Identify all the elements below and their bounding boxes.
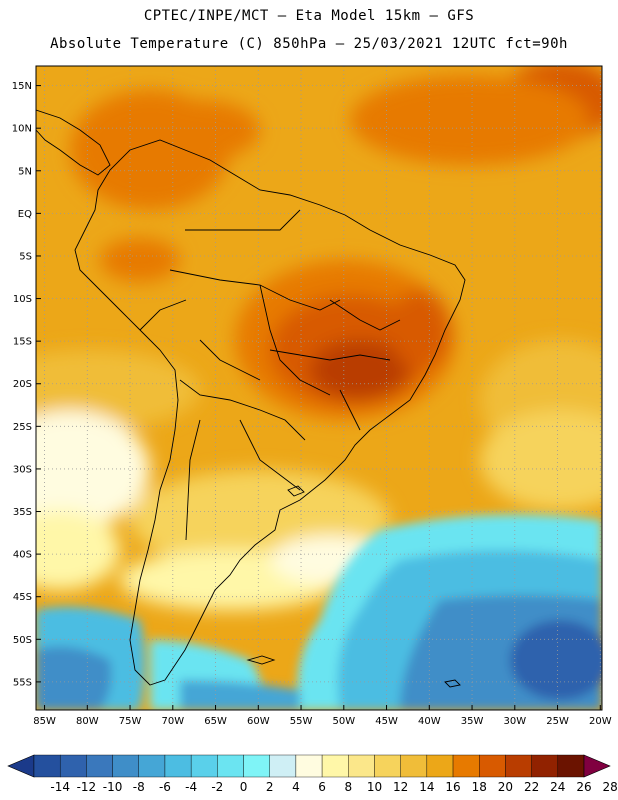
colorbar-swatch [426,754,454,778]
map-title-line-2: Absolute Temperature (C) 850hPa – 25/03/… [50,36,568,52]
lat-label: 5S [19,251,32,262]
colorbar-label: 24 [550,780,565,794]
colorbar-label: 18 [472,780,487,794]
coastlines [36,109,466,688]
colorbar-swatch [243,754,270,778]
colorbar-label: 2 [266,780,274,794]
colorbar-label: 16 [445,780,460,794]
lat-label: EQ [18,209,32,220]
colorbar-swatch [452,754,480,778]
colorbar-label: -6 [159,780,171,794]
temperature-field [36,66,602,710]
lat-label: 20S [13,379,32,390]
latitude-labels: 15N 10N 5N EQ 5S 10S 15S 20S 25S 30S 35S 40S 45S 50S 5… [12,81,41,688]
colorbar-swatch [374,754,401,778]
colorbar-label: 12 [393,780,408,794]
colorbar-swatch [164,754,192,778]
lon-label: 25W [546,716,569,727]
lon-label: 20W [589,716,612,727]
colorbar-label: -4 [185,780,197,794]
colorbar-swatch [217,754,244,778]
colorbar-label: 4 [292,780,300,794]
colorbar-swatch [138,754,166,778]
colorbar-label: -2 [211,780,223,794]
colorbar-label: -10 [103,780,123,794]
lat-label: 15N [12,81,32,92]
lat-label: 15S [13,337,32,348]
lon-label: 35W [461,716,484,727]
colorbar-label: 8 [344,780,352,794]
colorbar-high-arrow [583,754,611,778]
colorbar-label: 26 [576,780,591,794]
colorbar-swatch [112,754,139,778]
colorbar-swatch [321,754,349,778]
lat-label: 40S [13,550,32,561]
lat-lon-grid [36,66,602,710]
colorbar-swatch [505,754,532,778]
colorbar-label: 0 [240,780,248,794]
colorbar-swatch [33,754,61,778]
lat-label: 55S [13,677,32,688]
colorbar-swatch [557,754,585,778]
lon-label: 55W [290,716,313,727]
lon-label: 40W [418,716,441,727]
colorbar-swatch [190,754,218,778]
colorbar-label: -14 [50,780,70,794]
colorbar-label: 14 [419,780,434,794]
lon-label: 75W [119,716,142,727]
colorbar-label: -8 [133,780,145,794]
colorbar-label: 6 [318,780,326,794]
lat-label: 10N [12,124,32,135]
lon-label: 30W [503,716,526,727]
colorbar-label: -12 [77,780,97,794]
lat-label: 30S [13,464,32,475]
longitude-labels: 85W 80W 75W 70W 65W 60W 55W 50W 45W 40W 35W 30W 25W 2… [33,705,612,727]
colorbar-label: 22 [524,780,539,794]
colorbar: -14 -12 -10 -8 -6 -4 -2 0 2 4 6 8 10 12 14 16 18 20 22 24 26… [7,754,618,794]
lon-label: 80W [76,716,99,727]
colorbar-swatch [295,754,323,778]
lat-label: 50S [13,635,32,646]
map-frame [35,65,603,711]
colorbar-swatch [86,754,113,778]
lat-label: 25S [13,422,32,433]
lon-label: 50W [332,716,355,727]
colorbar-swatch [400,754,428,778]
lon-label: 85W [33,716,56,727]
lat-label: 45S [13,592,32,603]
colorbar-swatch [59,754,87,778]
lat-label: 10S [13,294,32,305]
colorbar-swatch [269,754,297,778]
lon-label: 70W [161,716,184,727]
colorbar-label: 28 [603,780,618,794]
lat-label: 35S [13,507,32,518]
lon-label: 45W [375,716,398,727]
lon-label: 60W [247,716,270,727]
colorbar-label: 20 [498,780,513,794]
colorbar-swatch [531,754,559,778]
colorbar-label: 10 [367,780,382,794]
lat-label: 5N [18,166,32,177]
colorbar-swatch [348,754,375,778]
lon-label: 65W [204,716,227,727]
colorbar-swatch [479,754,506,778]
colorbar-low-arrow [7,754,35,778]
map-title-line-1: CPTEC/INPE/MCT – Eta Model 15km – GFS [143,8,475,24]
